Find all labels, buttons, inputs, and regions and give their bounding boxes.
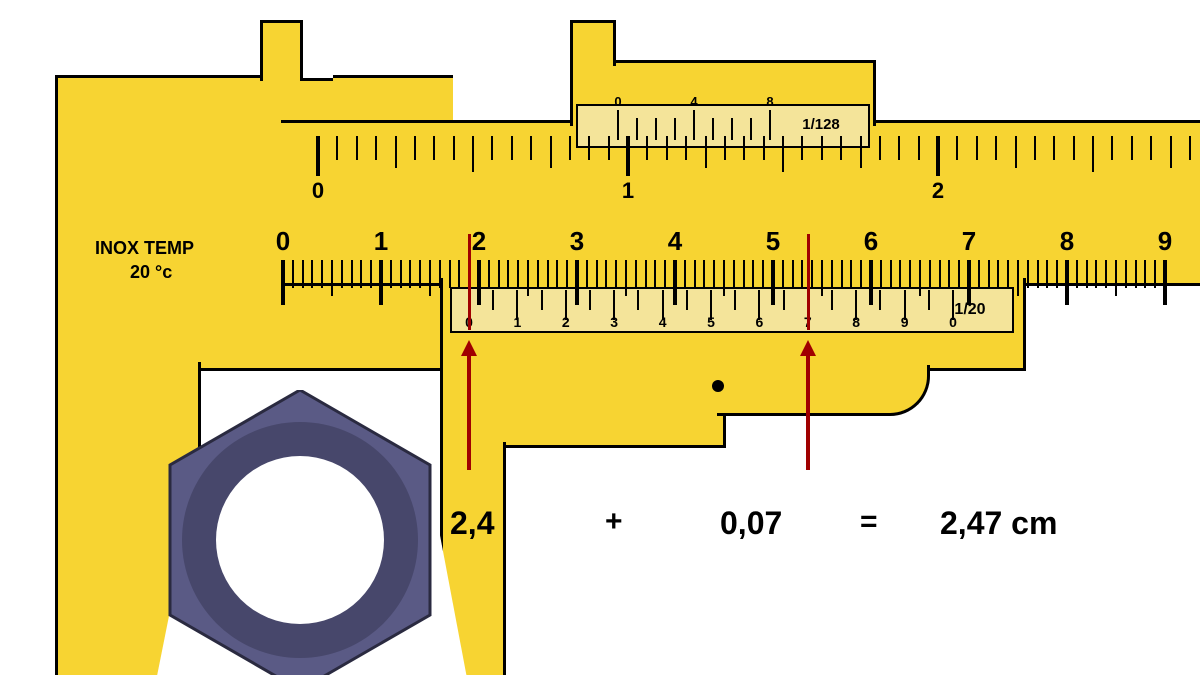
equation-part: 2,4 [450, 505, 494, 542]
equation-part: 2,47 cm [940, 505, 1057, 542]
equation-part: + [605, 505, 623, 539]
equation-part: = [860, 505, 878, 539]
equation: 2,4 +0,07 = 2,47 cm [0, 0, 1200, 675]
caliper-diagram: INOX TEMP 20 °c 0123456789 0123 0481/128… [0, 0, 1200, 675]
equation-part: 0,07 [720, 505, 782, 542]
